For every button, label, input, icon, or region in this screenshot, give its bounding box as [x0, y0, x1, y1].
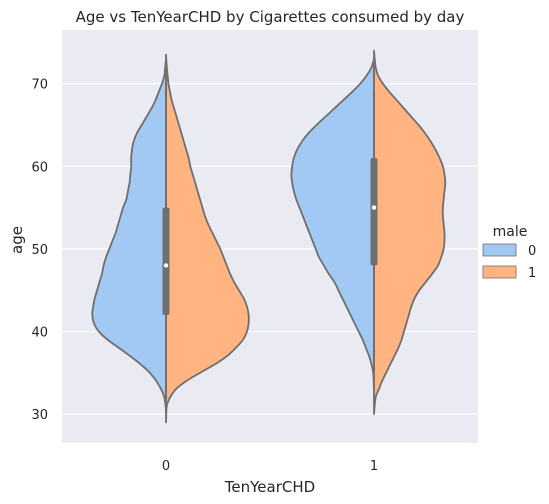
violins: [91, 49, 447, 424]
violin-median-0: [163, 263, 169, 268]
y-tick-label: 70: [31, 78, 48, 93]
violin-median-1: [371, 205, 377, 210]
legend: male 0 1: [482, 224, 536, 281]
legend-title: male: [493, 224, 528, 240]
y-tick-label: 60: [31, 160, 48, 175]
violin-half-1-male-0: [290, 58, 375, 391]
legend-label-1: 1: [528, 266, 536, 281]
violin-half-1-male-1: [373, 49, 447, 415]
y-tick-label: 50: [31, 243, 48, 258]
legend-label-0: 0: [528, 244, 536, 259]
x-axis-label: TenYearCHD: [224, 478, 315, 496]
chart-title: Age vs TenYearCHD by Cigarettes consumed…: [76, 8, 465, 26]
violin-half-0-male-0: [91, 58, 167, 411]
y-axis-label: age: [8, 226, 26, 254]
y-tick-label: 30: [31, 408, 48, 423]
legend-swatch-0: [482, 243, 517, 257]
legend-swatch-1: [482, 265, 517, 279]
y-axis-ticks: 30 40 50 60 70: [31, 78, 48, 423]
violin-half-0-male-1: [165, 53, 250, 424]
violin-iqr-box-0: [162, 207, 170, 315]
y-tick-label: 40: [31, 325, 48, 340]
violin-iqr-box-1: [370, 158, 378, 266]
x-tick-label: 0: [162, 459, 170, 474]
x-tick-label: 1: [370, 459, 378, 474]
